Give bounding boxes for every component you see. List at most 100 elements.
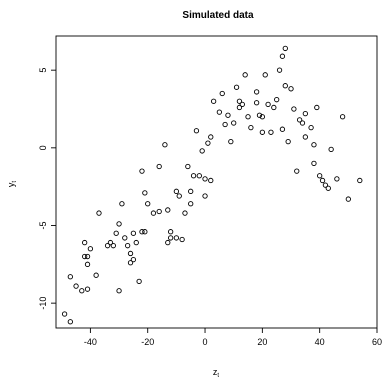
x-tick-label: 20 <box>257 337 267 347</box>
data-point <box>79 288 85 294</box>
y-tick-label: 5 <box>38 68 48 73</box>
data-point <box>185 163 191 170</box>
data-point <box>210 98 217 104</box>
data-point <box>248 124 254 131</box>
data-point <box>173 235 180 241</box>
data-point <box>167 235 174 241</box>
data-point <box>317 173 323 179</box>
data-point <box>231 120 237 126</box>
data-point <box>176 193 182 199</box>
data-point <box>133 239 139 246</box>
data-point <box>165 207 171 213</box>
data-point <box>82 239 88 246</box>
data-point <box>296 117 303 123</box>
data-point <box>225 112 231 118</box>
y-tick-label: 0 <box>38 145 48 150</box>
data-point <box>282 83 288 89</box>
data-point <box>216 109 223 115</box>
x-axis-label-main: z <box>213 367 218 377</box>
data-point <box>322 182 329 188</box>
data-point <box>311 160 317 167</box>
y-tick-label: -5 <box>38 221 48 229</box>
data-point <box>167 229 174 235</box>
data-point <box>119 201 125 207</box>
data-point <box>302 111 308 117</box>
data-point <box>242 72 248 78</box>
data-point <box>96 210 102 216</box>
data-point <box>179 236 185 243</box>
data-point <box>142 229 148 235</box>
plot-frame <box>55 35 378 329</box>
data-point <box>73 283 79 289</box>
x-tick-label: 40 <box>315 337 325 347</box>
data-point <box>116 221 122 227</box>
data-point <box>253 100 260 106</box>
data-point <box>93 272 99 278</box>
data-point <box>259 114 266 120</box>
data-point <box>262 72 268 78</box>
data-point <box>265 101 271 107</box>
data-point <box>357 177 363 184</box>
data-point <box>87 246 94 252</box>
data-point <box>193 128 200 134</box>
data-point <box>319 177 326 184</box>
data-point <box>279 53 286 59</box>
chart-title: Simulated data <box>182 10 254 21</box>
y-axis-label-subscript: t <box>12 181 18 183</box>
data-point <box>219 90 225 97</box>
data-point <box>130 230 137 236</box>
data-point <box>165 239 171 246</box>
data-point <box>84 261 91 267</box>
y-axis: -10 -5 0 5 <box>38 68 56 310</box>
data-point <box>334 176 340 182</box>
data-point <box>156 208 162 215</box>
data-point <box>339 114 346 120</box>
data-point <box>84 253 91 260</box>
data-point <box>294 168 300 174</box>
data-point <box>67 319 73 325</box>
data-point <box>236 98 243 104</box>
y-tick-label: -10 <box>38 297 48 310</box>
data-point <box>116 288 122 294</box>
data-point <box>282 45 288 52</box>
data-point <box>259 129 266 135</box>
data-point <box>142 190 148 196</box>
data-point <box>202 176 208 182</box>
data-point <box>308 124 314 131</box>
data-point <box>84 286 91 292</box>
data-point <box>268 129 274 135</box>
data-point <box>279 126 286 132</box>
x-axis: -40 -20 0 20 40 60 <box>84 328 382 347</box>
data-point <box>208 134 214 140</box>
data-point <box>188 188 194 194</box>
data-point <box>145 201 151 207</box>
data-point <box>139 229 145 235</box>
data-point <box>291 106 297 112</box>
data-point <box>222 121 228 128</box>
data-point <box>125 243 131 249</box>
data-point <box>205 140 211 146</box>
data-point <box>188 201 194 207</box>
data-point <box>61 311 68 317</box>
data-points <box>61 45 363 325</box>
data-point <box>233 84 240 90</box>
data-point <box>311 142 317 148</box>
data-point <box>228 138 234 145</box>
data-point <box>196 173 202 179</box>
data-point <box>82 253 88 260</box>
data-point <box>202 193 208 199</box>
data-point <box>239 101 245 107</box>
data-point <box>271 104 277 111</box>
data-point <box>113 230 119 236</box>
data-point <box>328 146 334 153</box>
y-axis-label-main: y <box>6 182 16 187</box>
data-point <box>127 260 134 266</box>
data-point <box>150 210 157 216</box>
data-point <box>345 196 351 202</box>
data-point <box>285 138 291 145</box>
x-tick-label: 0 <box>203 337 208 347</box>
data-point <box>274 97 280 103</box>
data-point <box>127 250 134 257</box>
data-point <box>104 243 111 249</box>
